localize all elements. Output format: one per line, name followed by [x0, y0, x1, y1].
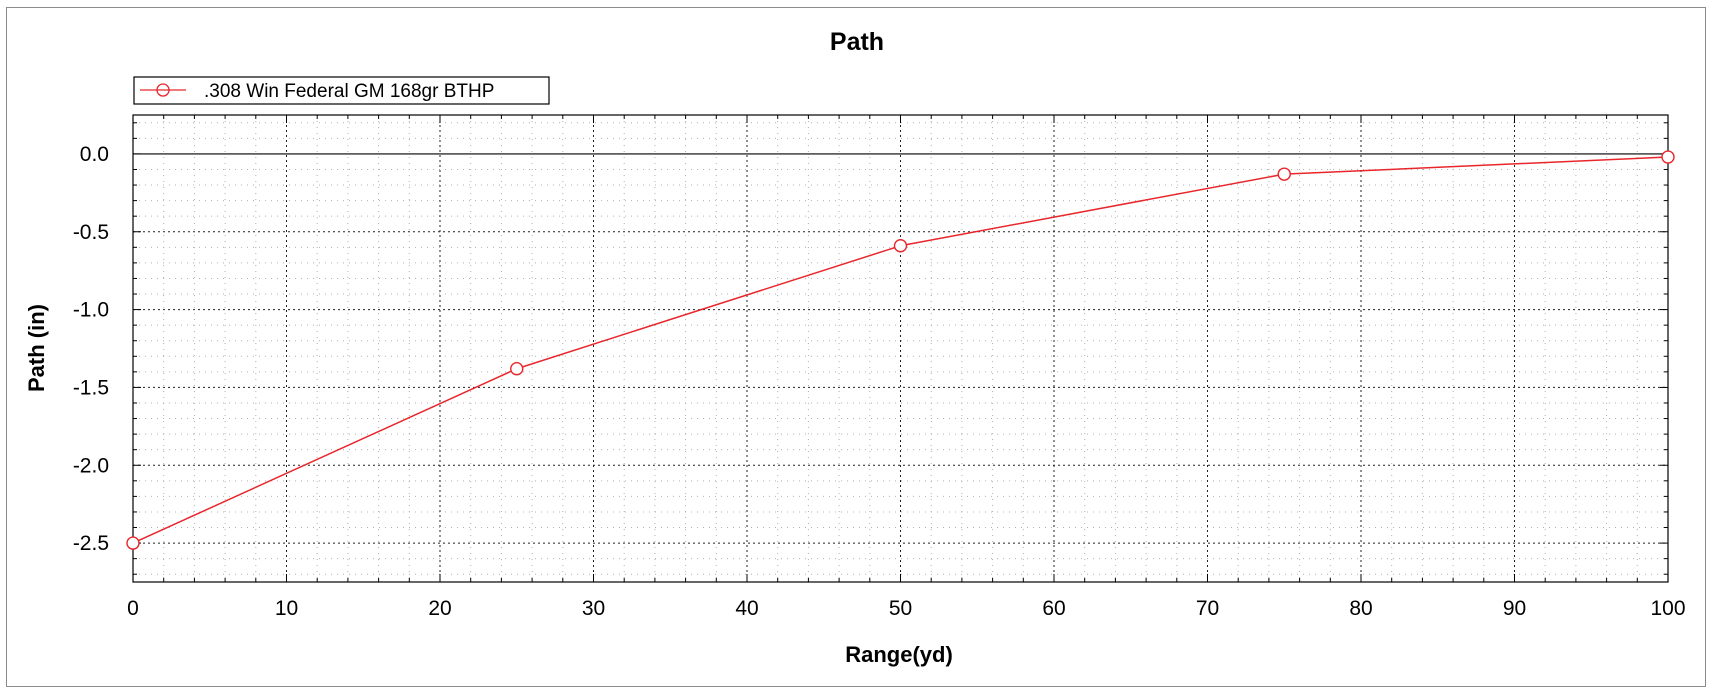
- chart-title: Path: [830, 28, 884, 56]
- y-axis-title: Path (in): [24, 304, 49, 392]
- x-tick-label: 70: [1196, 597, 1219, 620]
- legend-box: [133, 76, 550, 105]
- x-axis-title: Range(yd): [845, 642, 953, 667]
- legend-marker-icon: [156, 83, 170, 97]
- x-tick-label: 80: [1349, 597, 1372, 620]
- x-tick-label: 30: [582, 597, 605, 620]
- y-tick-label: -0.5: [73, 221, 109, 244]
- x-tick-label: 10: [275, 597, 298, 620]
- legend-label: .308 Win Federal GM 168gr BTHP: [204, 81, 494, 102]
- data-point-marker: [510, 362, 524, 376]
- plot-background: [133, 115, 1668, 582]
- x-tick-label: 0: [127, 597, 139, 620]
- plot-area: 0 10 20 30 40 50 60 70 80 90 100 0.0 -0.5 -1.0 -1.5 -2.…: [73, 114, 1686, 620]
- x-tick-label: 40: [735, 597, 758, 620]
- y-tick-label: -1.5: [73, 376, 109, 399]
- legend: .308 Win Federal GM 168gr BTHP: [133, 76, 550, 105]
- y-tick-label: 0.0: [80, 143, 109, 166]
- data-point-marker: [1277, 167, 1291, 181]
- x-tick-label: 20: [428, 597, 451, 620]
- y-tick-label: -2.5: [73, 532, 109, 555]
- x-tick-label: 90: [1503, 597, 1526, 620]
- data-point-marker: [893, 239, 908, 253]
- y-tick-label: -1.0: [73, 299, 109, 322]
- x-tick-label: 100: [1650, 597, 1685, 620]
- y-tick-label: -2.0: [73, 454, 109, 477]
- x-tick-label: 50: [889, 597, 912, 620]
- data-point-marker: [126, 536, 140, 550]
- x-tick-label: 60: [1042, 597, 1065, 620]
- data-point-marker: [1661, 150, 1675, 164]
